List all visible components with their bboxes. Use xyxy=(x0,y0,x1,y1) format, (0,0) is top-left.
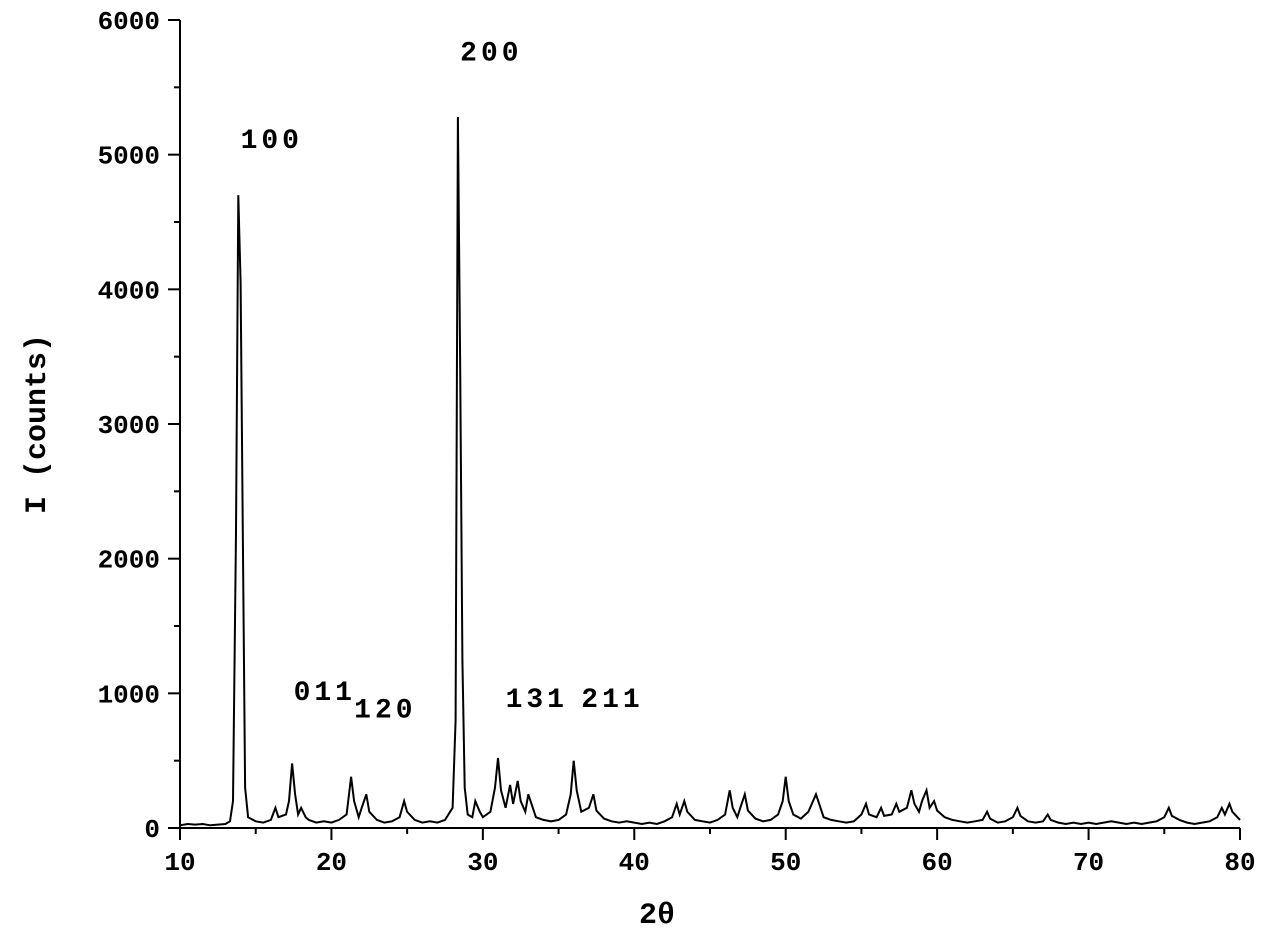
y-tick-label: 6000 xyxy=(98,7,160,37)
y-axis-label: I (counts) xyxy=(21,334,55,514)
xrd-chart: 0 1000 2000 3000 4000 5000 6000 10 20 30 40 50 60 70 8… xyxy=(0,0,1287,946)
peak-label: 120 xyxy=(354,696,416,727)
y-tick-label: 2000 xyxy=(98,546,160,576)
y-tick-label: 0 xyxy=(144,815,160,845)
peak-label: 100 xyxy=(241,126,303,157)
peak-label: 011 xyxy=(294,678,356,709)
x-tick-label: 40 xyxy=(619,848,650,878)
xrd-trace xyxy=(180,117,1240,825)
y-tick-label: 3000 xyxy=(98,411,160,441)
x-tick-label: 10 xyxy=(164,848,195,878)
chart-svg: 0 1000 2000 3000 4000 5000 6000 10 20 30 40 50 60 70 8… xyxy=(0,0,1287,946)
peak-label: 211 xyxy=(581,685,643,716)
x-tick-label: 60 xyxy=(922,848,953,878)
peak-label: 200 xyxy=(460,38,522,69)
x-tick-label: 30 xyxy=(467,848,498,878)
x-tick-label: 20 xyxy=(316,848,347,878)
x-axis-label: 2θ xyxy=(639,899,675,933)
y-tick-label: 4000 xyxy=(98,276,160,306)
x-tick-label: 50 xyxy=(770,848,801,878)
peak-label: 131 xyxy=(506,685,568,716)
y-tick-label: 1000 xyxy=(98,680,160,710)
x-tick-label: 80 xyxy=(1224,848,1255,878)
x-tick-label: 70 xyxy=(1073,848,1104,878)
y-tick-label: 5000 xyxy=(98,142,160,172)
